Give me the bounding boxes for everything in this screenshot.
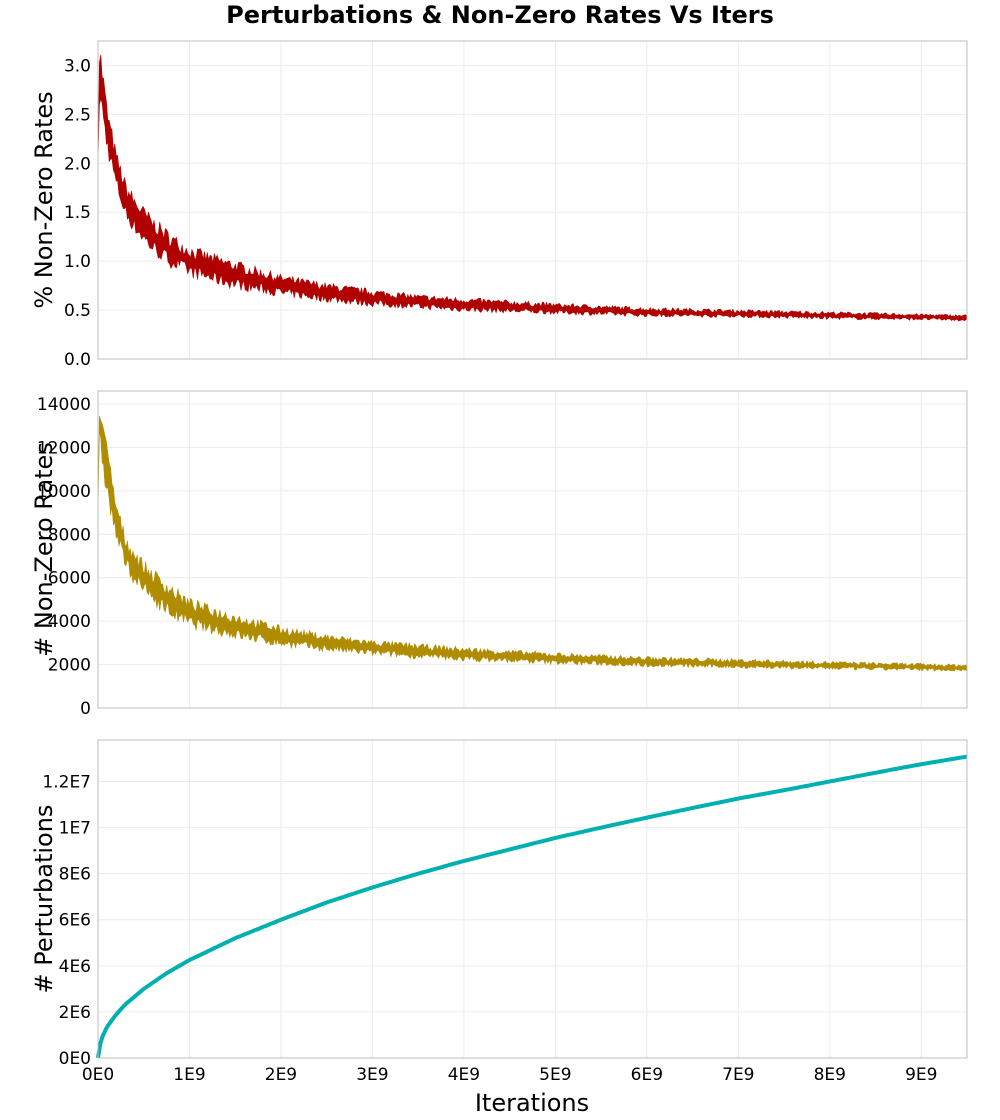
x-tick-label: 4E9	[448, 1065, 480, 1085]
plot-frame	[97, 40, 968, 360]
y-tick-label: 8E6	[59, 865, 91, 885]
panel-3: 0E0 2E6 4E6 6E6 8E6 1E7 1.2E7 # Perturbations	[30, 739, 968, 1069]
y-tick-label: 1.0	[64, 252, 91, 272]
y-tick-label: 2.5	[64, 105, 91, 125]
plot-frame	[97, 739, 968, 1059]
chart-title: Perturbations & Non-Zero Rates Vs Iters	[226, 1, 774, 29]
y-tick-label: 3.0	[64, 56, 91, 76]
y-tick-label: 2.0	[64, 154, 91, 174]
y-tick-label: 4000	[48, 612, 91, 632]
x-tick-label: 3E9	[356, 1065, 388, 1085]
series-line	[96, 754, 968, 1059]
x-tick-label: 7E9	[722, 1065, 754, 1085]
x-tick-label: 1E9	[173, 1065, 205, 1085]
y-tick-label: 14000	[37, 395, 91, 415]
y-tick-label: 6000	[48, 569, 91, 589]
x-tick-label: 5E9	[539, 1065, 571, 1085]
panel-1: 0.0 0.5 1.0 1.5 2.0 2.5 3.0 % Non-Zero Rates	[30, 40, 968, 370]
y-tick-label: 1.5	[64, 203, 91, 223]
y-axis-label: # Perturbations	[30, 805, 58, 994]
y-tick-label: 10000	[37, 482, 91, 502]
series-band	[97, 54, 968, 322]
y-axis-label: # Non-Zero Rates	[30, 442, 58, 657]
panels: 0.0 0.5 1.0 1.5 2.0 2.5 3.0 % Non-Zero Rates 0 20…	[30, 40, 968, 1085]
y-tick-label: 2000	[48, 656, 91, 676]
y-tick-label: 0E0	[59, 1049, 91, 1069]
x-tick-label: 8E9	[814, 1065, 846, 1085]
series-band	[97, 415, 968, 673]
x-tick-label: 2E9	[265, 1065, 297, 1085]
y-tick-label: 0	[80, 699, 91, 719]
plot-frame	[97, 390, 968, 709]
x-tick-label: 0E0	[82, 1065, 114, 1085]
y-tick-label: 6E6	[59, 911, 91, 931]
panel-2: 0 2000 4000 6000 8000 10000 12000 14000 # Non-Ze…	[30, 390, 968, 719]
y-tick-label: 0.5	[64, 301, 91, 321]
y-tick-label: 8000	[48, 525, 91, 545]
y-tick-label: 12000	[37, 438, 91, 458]
x-tick-label: 9E9	[905, 1065, 937, 1085]
x-axis-label: Iterations	[475, 1089, 589, 1117]
y-tick-label: 4E6	[59, 957, 91, 977]
y-tick-label: 2E6	[59, 1003, 91, 1023]
y-tick-label: 1E7	[59, 819, 91, 839]
y-tick-label: 1.2E7	[42, 772, 91, 792]
y-tick-label: 0.0	[64, 350, 91, 370]
x-tick-label: 6E9	[631, 1065, 663, 1085]
y-axis-label: % Non-Zero Rates	[30, 91, 58, 308]
